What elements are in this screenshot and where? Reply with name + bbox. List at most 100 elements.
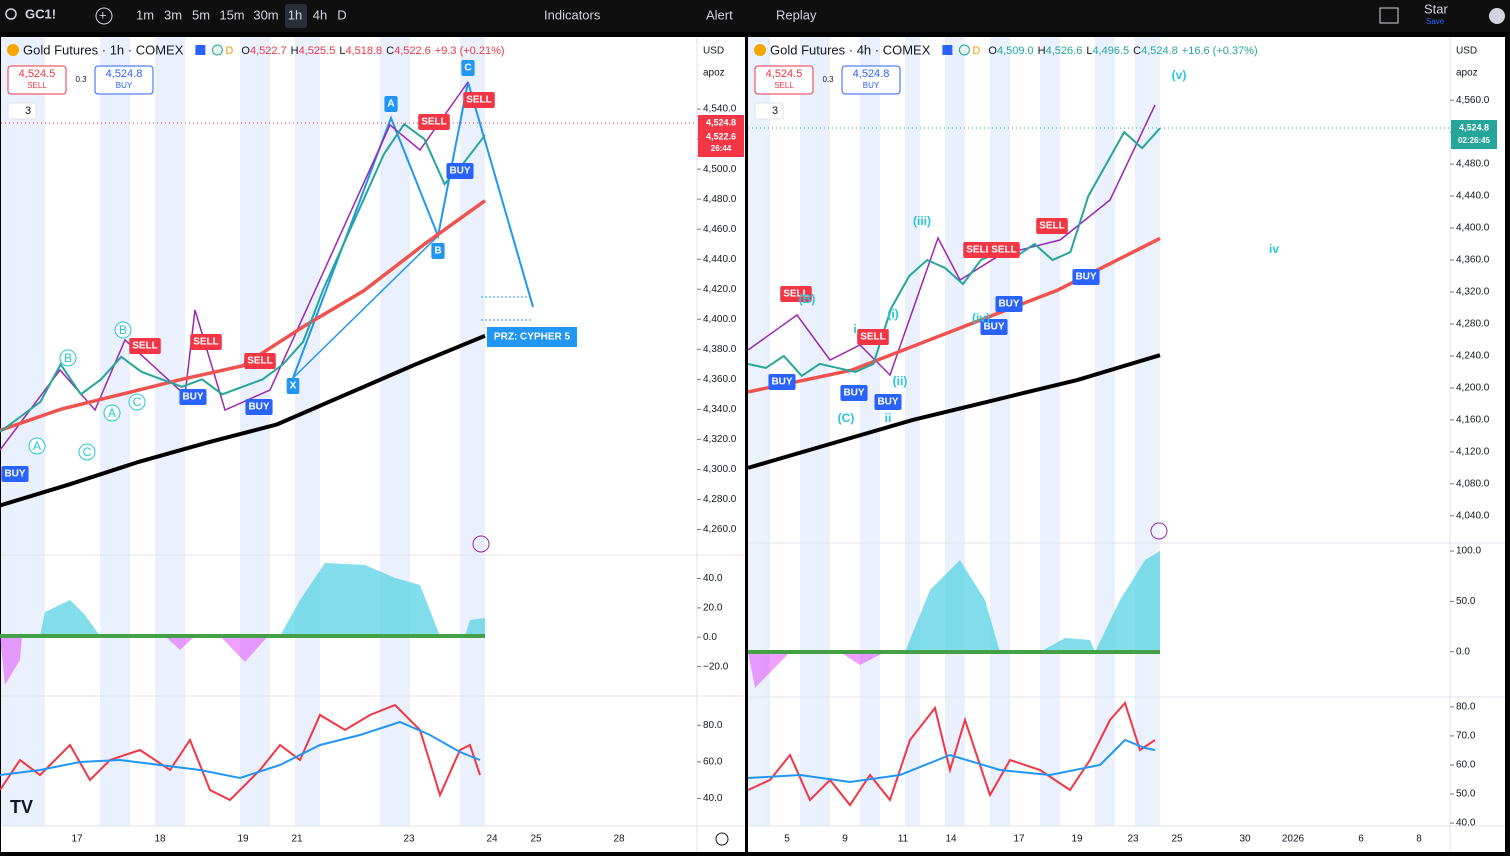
spread: 0.3 bbox=[75, 75, 87, 84]
buy-signal-bg bbox=[768, 374, 796, 390]
settings-icon[interactable] bbox=[715, 832, 729, 846]
date-label: 21 bbox=[291, 834, 303, 845]
ohlc-value: 4,509.0 bbox=[997, 45, 1034, 57]
scale-mode[interactable]: apoz bbox=[1456, 68, 1478, 79]
price-tick-label: 4,040.0 bbox=[1456, 510, 1490, 521]
session-band bbox=[748, 37, 770, 826]
wave-label: B bbox=[119, 323, 127, 337]
currency[interactable]: USD bbox=[1456, 46, 1477, 57]
symbol[interactable]: GC1! bbox=[25, 6, 56, 21]
sell-label: SELL bbox=[774, 81, 794, 90]
save[interactable]: Save bbox=[1426, 17, 1445, 26]
buy-signal: BUY bbox=[983, 322, 1004, 333]
price-tick-label: 4,560.0 bbox=[1456, 95, 1490, 106]
price-tick-label: 4,400.0 bbox=[703, 314, 737, 325]
rsi-tick-label: 70.0 bbox=[1456, 731, 1476, 742]
ohlc-value: 4,496.5 bbox=[1092, 45, 1129, 57]
replay[interactable]: Replay bbox=[776, 7, 817, 22]
scale-mode[interactable]: apoz bbox=[703, 68, 725, 79]
wave-label: C bbox=[83, 445, 92, 459]
date-label: 25 bbox=[530, 834, 542, 845]
sell-box[interactable] bbox=[754, 65, 814, 95]
wave-label: (iv) bbox=[972, 311, 990, 325]
wave-label: (ii) bbox=[893, 374, 908, 388]
interval[interactable]: 1m bbox=[136, 7, 154, 22]
delay: D bbox=[972, 45, 980, 57]
prz-bg bbox=[486, 327, 578, 347]
session-band bbox=[800, 37, 830, 826]
buy-signal: BUY bbox=[248, 402, 269, 413]
buy-box[interactable] bbox=[94, 65, 154, 95]
symbol-logo bbox=[7, 44, 19, 56]
avatar[interactable] bbox=[1489, 8, 1505, 24]
ohlc-value: 4,524.8 bbox=[1141, 45, 1178, 57]
sell-price: 4,524.5 bbox=[19, 68, 56, 80]
macd-positive bbox=[40, 563, 485, 636]
interval[interactable]: 1h bbox=[288, 7, 302, 22]
wave-circle bbox=[128, 393, 146, 411]
ohlc-value: 4,518.8 bbox=[345, 45, 382, 57]
price-line bbox=[747, 127, 1161, 378]
ma-mid bbox=[0, 199, 487, 433]
price-line bbox=[0, 122, 486, 433]
buy-signal-bg bbox=[874, 394, 902, 410]
session-band bbox=[1040, 37, 1060, 826]
buy-box[interactable] bbox=[841, 65, 901, 95]
user[interactable]: Star bbox=[1424, 1, 1449, 16]
compare-button[interactable] bbox=[95, 7, 113, 25]
flash-icon[interactable] bbox=[472, 535, 490, 553]
logo: TV bbox=[10, 797, 33, 817]
wave-circle bbox=[28, 437, 46, 455]
indicator-toggle[interactable] bbox=[754, 102, 784, 120]
layout-icon[interactable] bbox=[1379, 7, 1399, 24]
interval[interactable]: D bbox=[337, 7, 346, 22]
macd-tick-label: 50.0 bbox=[1456, 596, 1476, 607]
sell-label: SELL bbox=[27, 81, 47, 90]
wave-circle bbox=[103, 404, 121, 422]
wave-label: B bbox=[64, 351, 72, 365]
pattern-point-bg bbox=[384, 96, 398, 112]
sell-signal-bg bbox=[857, 329, 889, 345]
rsi-tick-label: 40.0 bbox=[703, 793, 723, 804]
price-tick-label: 4,340.0 bbox=[703, 404, 737, 415]
pattern-point: X bbox=[290, 381, 297, 392]
indicators[interactable]: Indicators bbox=[544, 7, 601, 22]
interval[interactable]: 15m bbox=[219, 7, 244, 22]
sell-signal-bg bbox=[244, 353, 276, 369]
wave-label: ii bbox=[885, 411, 892, 425]
sell-signal-bg bbox=[463, 92, 495, 108]
ohlc-value: 4,526.6 bbox=[1046, 45, 1083, 57]
alert[interactable]: Alert bbox=[706, 7, 733, 22]
interval[interactable]: 3m bbox=[164, 7, 182, 22]
macd-tick-label: 20.0 bbox=[703, 603, 723, 614]
sell-box[interactable] bbox=[7, 65, 67, 95]
buy-signal: BUY bbox=[843, 388, 864, 399]
search-icon[interactable] bbox=[5, 8, 17, 20]
delay: D bbox=[225, 45, 233, 57]
date-label: 30 bbox=[1239, 834, 1251, 845]
sell-signal-bg bbox=[1036, 218, 1068, 234]
price-tick-label: 4,540.0 bbox=[703, 104, 737, 115]
date-label: 14 bbox=[945, 834, 957, 845]
date-label: 19 bbox=[1071, 834, 1083, 845]
session-band bbox=[460, 37, 485, 826]
buy-signal: BUY bbox=[877, 397, 898, 408]
interval[interactable]: 4h bbox=[313, 7, 327, 22]
flash-icon[interactable] bbox=[1150, 522, 1168, 540]
buy-signal-bg bbox=[840, 385, 868, 401]
interval[interactable]: 30m bbox=[253, 7, 278, 22]
wave-label: A bbox=[108, 406, 116, 420]
sell-signal: SELL bbox=[193, 337, 219, 348]
wave-circle bbox=[114, 321, 132, 339]
price-badge-label: 4,522.6 bbox=[706, 131, 736, 141]
macd-tick-label: 0.0 bbox=[1456, 646, 1470, 657]
ma-slow bbox=[0, 333, 486, 508]
indicator-toggle[interactable] bbox=[7, 102, 37, 120]
session-band bbox=[380, 37, 410, 826]
price-tick-label: 4,080.0 bbox=[1456, 478, 1490, 489]
date-label: 24 bbox=[486, 834, 498, 845]
interval[interactable]: 5m bbox=[192, 7, 210, 22]
ohlc-key: H bbox=[291, 45, 299, 57]
currency[interactable]: USD bbox=[703, 46, 724, 57]
